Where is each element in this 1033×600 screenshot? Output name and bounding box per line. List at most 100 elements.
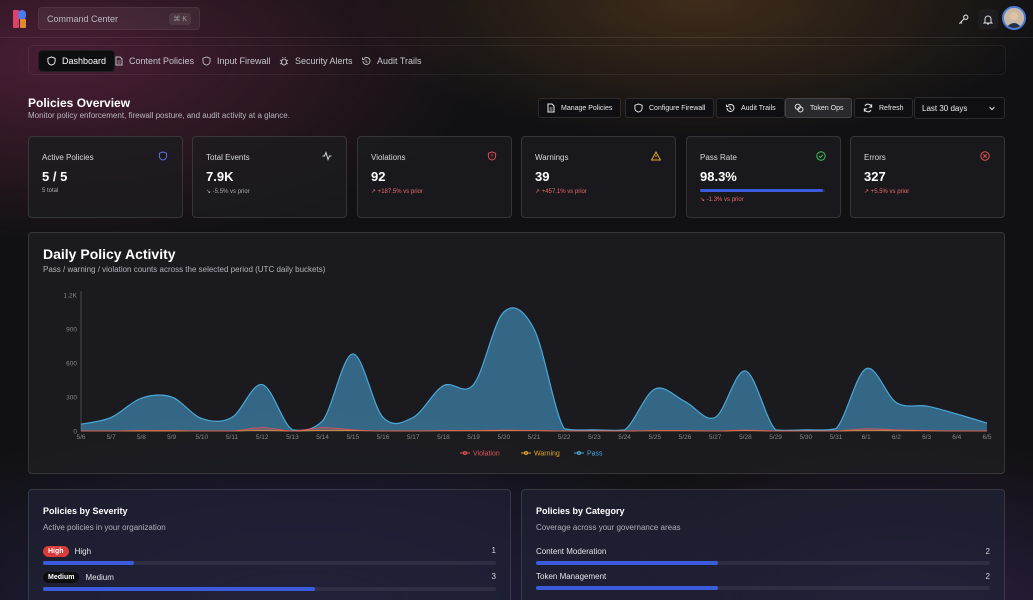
stat-value: 92 xyxy=(371,169,386,184)
severity-row-label: High High xyxy=(43,546,91,557)
pass-rate-progress-fill xyxy=(700,189,823,192)
stat-sub: 5 total xyxy=(42,188,59,194)
stat-label: Pass Rate xyxy=(700,153,737,162)
chart-title: Daily Policy Activity xyxy=(43,246,176,262)
severity-row-medium[interactable]: Medium Medium 3 xyxy=(43,572,496,594)
stat-value: 7.9K xyxy=(206,169,234,184)
stat-label: Total Events xyxy=(206,153,250,162)
stat-value: 39 xyxy=(535,169,550,184)
x-tick-label: 5/8 xyxy=(137,434,146,441)
shield-icon xyxy=(634,103,643,113)
severity-count: 3 xyxy=(491,572,496,581)
section-nav: Dashboard Content Policies Input Firewal… xyxy=(28,45,1006,75)
category-row-token-management[interactable]: Token Management 2 xyxy=(536,572,990,594)
command-center-search[interactable]: Command Center ⌘ K xyxy=(38,7,200,30)
app-logo-icon[interactable] xyxy=(12,9,28,29)
stat-card-warnings: Warnings 39 ↗ +457.1% vs prior xyxy=(521,136,676,218)
x-tick-label: 5/9 xyxy=(167,434,176,441)
policies-by-severity-panel: Policies by Severity Active policies in … xyxy=(28,489,511,600)
refresh-button[interactable]: Refresh xyxy=(854,98,913,118)
stat-delta: ↗ +5.5% vs prior xyxy=(864,189,910,195)
x-tick-label: 5/13 xyxy=(286,434,299,441)
stat-card-active-policies: Active Policies 5 / 5 5 total xyxy=(28,136,183,218)
stat-delta: ↘ -5.5% vs prior xyxy=(206,189,250,195)
date-range-value: Last 30 days xyxy=(922,104,968,113)
severity-fill xyxy=(43,587,315,591)
x-tick-label: 5/22 xyxy=(558,434,571,441)
category-name: Content Moderation xyxy=(536,547,607,556)
tab-audit-trails-label: Audit Trails xyxy=(377,56,422,66)
document-icon xyxy=(115,56,123,66)
legend-label-pass: Pass xyxy=(587,451,603,458)
legend-dot-pass xyxy=(576,450,582,456)
stat-delta: ↗ +187.5% vs prior xyxy=(371,189,423,195)
chart-subtitle: Pass / warning / violation counts across… xyxy=(43,265,326,274)
stat-delta-text: -1.3% vs prior xyxy=(706,197,744,203)
y-tick-label: 300 xyxy=(66,395,77,402)
legend-label-warning: Warning xyxy=(534,451,560,458)
manage-policies-button[interactable]: Manage Policies xyxy=(538,98,622,118)
x-tick-label: 5/29 xyxy=(769,434,782,441)
severity-name: High xyxy=(74,547,92,556)
x-tick-label: 6/2 xyxy=(892,434,901,441)
series-area-violation xyxy=(81,427,987,431)
stat-delta: ↘ -1.3% vs prior xyxy=(700,197,744,203)
legend-label-violation: Violation xyxy=(473,451,500,458)
tab-audit-trails[interactable]: Audit Trails xyxy=(353,50,430,72)
manage-policies-label: Manage Policies xyxy=(561,104,613,112)
stat-card-pass-rate: Pass Rate 98.3% ↘ -1.3% vs prior xyxy=(686,136,841,218)
stat-label: Warnings xyxy=(535,153,569,162)
command-center-label: Command Center xyxy=(47,14,119,24)
x-tick-label: 5/20 xyxy=(497,434,510,441)
x-tick-label: 5/12 xyxy=(256,434,269,441)
stat-delta: ↗ +457.1% vs prior xyxy=(535,189,587,195)
key-icon[interactable] xyxy=(953,9,973,29)
x-tick-label: 5/17 xyxy=(407,434,420,441)
daily-activity-chart[interactable]: 0 300 600 900 1.2K 5/6 5/7 5/8 5/9 5/10 5/11 5/12 5/… xyxy=(29,233,1006,475)
shield-icon xyxy=(47,56,56,66)
audit-trails-label: Audit Trails xyxy=(741,104,776,112)
panel-subtitle: Coverage across your governance areas xyxy=(536,523,681,532)
tab-input-firewall[interactable]: Input Firewall xyxy=(194,50,279,72)
x-tick-label: 6/3 xyxy=(922,434,931,441)
severity-row-label: Medium Medium xyxy=(43,572,114,583)
shield-icon xyxy=(158,151,168,161)
date-range-select[interactable]: Last 30 days xyxy=(914,97,1005,119)
stat-delta-text: +5.5% vs prior xyxy=(870,189,910,195)
category-row-content-moderation[interactable]: Content Moderation 2 xyxy=(536,547,990,569)
panel-subtitle: Active policies in your organization xyxy=(43,523,166,532)
bell-icon[interactable] xyxy=(978,9,998,29)
x-circle-icon xyxy=(980,151,990,161)
tab-security-alerts[interactable]: Security Alerts xyxy=(271,50,361,72)
page-subtitle: Monitor policy enforcement, firewall pos… xyxy=(28,111,290,120)
stat-value: 98.3% xyxy=(700,169,737,184)
tab-content-policies[interactable]: Content Policies xyxy=(107,50,202,72)
shield-alert-icon xyxy=(487,151,497,161)
severity-name: Medium xyxy=(85,573,114,582)
shield-icon xyxy=(202,56,211,66)
coins-icon xyxy=(794,103,804,113)
severity-track xyxy=(43,587,496,591)
severity-pill: Medium xyxy=(43,572,80,583)
shortcut-badge: ⌘ K xyxy=(169,13,191,25)
x-tick-label: 5/19 xyxy=(467,434,480,441)
tab-dashboard[interactable]: Dashboard xyxy=(38,50,116,72)
x-tick-label: 6/1 xyxy=(862,434,871,441)
y-tick-label: 900 xyxy=(66,327,77,334)
token-ops-button[interactable]: Token Ops xyxy=(785,98,853,118)
category-track xyxy=(536,561,990,565)
audit-trails-button[interactable]: Audit Trails xyxy=(716,98,785,118)
category-count: 2 xyxy=(985,572,990,581)
warning-icon xyxy=(651,151,661,161)
severity-track xyxy=(43,561,496,565)
category-fill xyxy=(536,586,718,590)
user-avatar[interactable] xyxy=(1002,6,1026,30)
y-tick-label: 600 xyxy=(66,361,77,368)
stat-value: 5 / 5 xyxy=(42,169,68,184)
severity-row-high[interactable]: High High 1 xyxy=(43,546,496,568)
x-tick-label: 5/11 xyxy=(226,434,239,441)
series-line-pass xyxy=(80,307,988,432)
x-tick-label: 5/27 xyxy=(709,434,722,441)
configure-firewall-button[interactable]: Configure Firewall xyxy=(625,98,715,118)
policies-by-category-panel: Policies by Category Coverage across you… xyxy=(521,489,1005,600)
